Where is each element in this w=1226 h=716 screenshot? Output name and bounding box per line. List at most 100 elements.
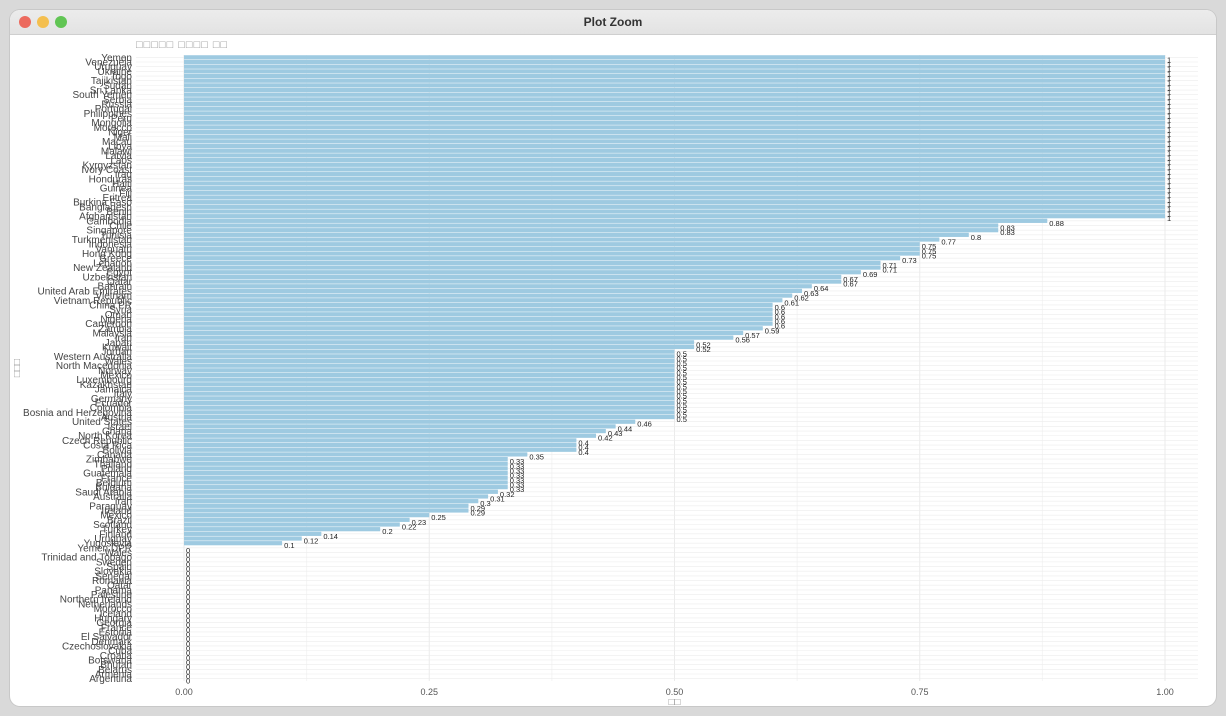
x-axis-title: □□	[668, 697, 680, 705]
category-label: United Arab Emirates	[38, 286, 133, 297]
category-label: Greece	[99, 254, 132, 265]
bar	[184, 541, 283, 546]
category-label: Austria	[101, 413, 133, 424]
value-label: 1	[1167, 172, 1171, 181]
bar	[184, 349, 675, 354]
category-label: Georgia	[96, 618, 132, 629]
value-label: 0.6	[775, 312, 785, 321]
bar	[184, 452, 528, 457]
category-label: Mexico	[100, 371, 132, 382]
value-label: 1	[1167, 195, 1171, 204]
bar	[184, 69, 1165, 74]
bar	[184, 377, 675, 382]
category-label: Mongolia	[91, 118, 132, 129]
maximize-window-button[interactable]	[55, 16, 67, 28]
value-label: 0	[186, 597, 190, 606]
value-label: 1	[1167, 135, 1171, 144]
bar	[184, 358, 675, 364]
bar	[184, 513, 430, 518]
bar	[184, 139, 1165, 144]
value-label: 0.83	[1000, 224, 1015, 233]
value-label: 0	[186, 639, 190, 648]
bar	[184, 92, 1165, 97]
category-label: Tunisia	[100, 230, 132, 241]
category-label: Hong Kong	[82, 249, 132, 260]
category-label: Portugal	[95, 104, 132, 115]
bar	[184, 517, 410, 522]
value-label: 0.5	[677, 359, 687, 368]
category-label: North Macedonia	[56, 361, 133, 372]
value-label: 0.8	[971, 233, 981, 242]
category-label: Brazil	[107, 515, 132, 526]
category-label: Romania	[92, 576, 132, 587]
value-label: 0.75	[922, 242, 937, 251]
category-label: Kazakhstan	[80, 380, 132, 391]
category-label: Zimbabwe	[86, 455, 133, 466]
category-label: Canada	[97, 450, 132, 461]
value-label: 0.63	[804, 289, 819, 298]
value-label: 0.77	[941, 238, 956, 247]
value-label: 0.6	[775, 308, 785, 317]
value-label: 0	[186, 625, 190, 634]
value-label: 1	[1167, 88, 1171, 97]
value-label: 1	[1167, 83, 1171, 92]
category-label: Qatar	[107, 581, 133, 592]
category-label: Russia	[101, 100, 132, 111]
category-label: Ecuador	[95, 399, 133, 410]
value-label: 0.5	[677, 387, 687, 396]
bar	[184, 190, 1165, 195]
value-label: 1	[1167, 55, 1171, 64]
value-label: 0	[186, 583, 190, 592]
value-label: 0	[186, 607, 190, 616]
value-label: 0.57	[745, 331, 760, 340]
value-label: 0	[186, 565, 190, 574]
value-label: 0.2	[382, 527, 392, 536]
value-label: 0.5	[677, 350, 687, 359]
close-window-button[interactable]	[19, 16, 31, 28]
minimize-window-button[interactable]	[37, 16, 49, 28]
category-label: Israel	[108, 422, 132, 433]
value-label: 0.5	[677, 415, 687, 424]
value-label: 1	[1167, 79, 1171, 88]
bar	[184, 480, 508, 485]
value-label: 0.33	[510, 462, 525, 471]
category-label: Zambia	[99, 324, 133, 335]
category-label: Yemen DPR	[77, 543, 132, 554]
bar	[184, 246, 920, 251]
bar	[184, 363, 675, 368]
value-label: 1	[1167, 97, 1171, 106]
bar	[184, 288, 803, 294]
bar	[184, 101, 1165, 107]
bar	[184, 125, 1165, 130]
bar	[184, 120, 1165, 125]
category-label: Libya	[108, 142, 132, 153]
value-label: 0.56	[735, 336, 750, 345]
value-label: 0.6	[775, 322, 785, 331]
category-label: Ireland	[101, 506, 132, 517]
category-label: Belgium	[96, 478, 132, 489]
category-label: Italy	[114, 389, 132, 400]
category-label: Bolivia	[103, 445, 133, 456]
bar	[184, 475, 508, 480]
category-label: Sweden	[96, 557, 132, 568]
bar	[184, 368, 675, 373]
category-label: Indonesia	[89, 240, 133, 251]
bar	[184, 78, 1165, 83]
value-label: 1	[1167, 177, 1171, 186]
bar	[184, 134, 1165, 139]
title-bar: Plot Zoom	[10, 10, 1216, 35]
value-label: 0	[186, 574, 190, 583]
bar	[184, 209, 1165, 214]
value-label: 0.62	[794, 294, 809, 303]
bar	[184, 372, 675, 378]
value-label: 0.29	[470, 504, 485, 513]
category-label: China PR	[89, 300, 132, 311]
value-label: 1	[1167, 153, 1171, 162]
value-label: 0.5	[677, 396, 687, 405]
category-label: Fiji	[119, 188, 132, 199]
value-label: 0.5	[677, 392, 687, 401]
value-label: 1	[1167, 69, 1171, 78]
value-label: 0.32	[500, 490, 515, 499]
value-label: 0.44	[618, 424, 633, 433]
category-label: Bahrain	[98, 282, 132, 293]
